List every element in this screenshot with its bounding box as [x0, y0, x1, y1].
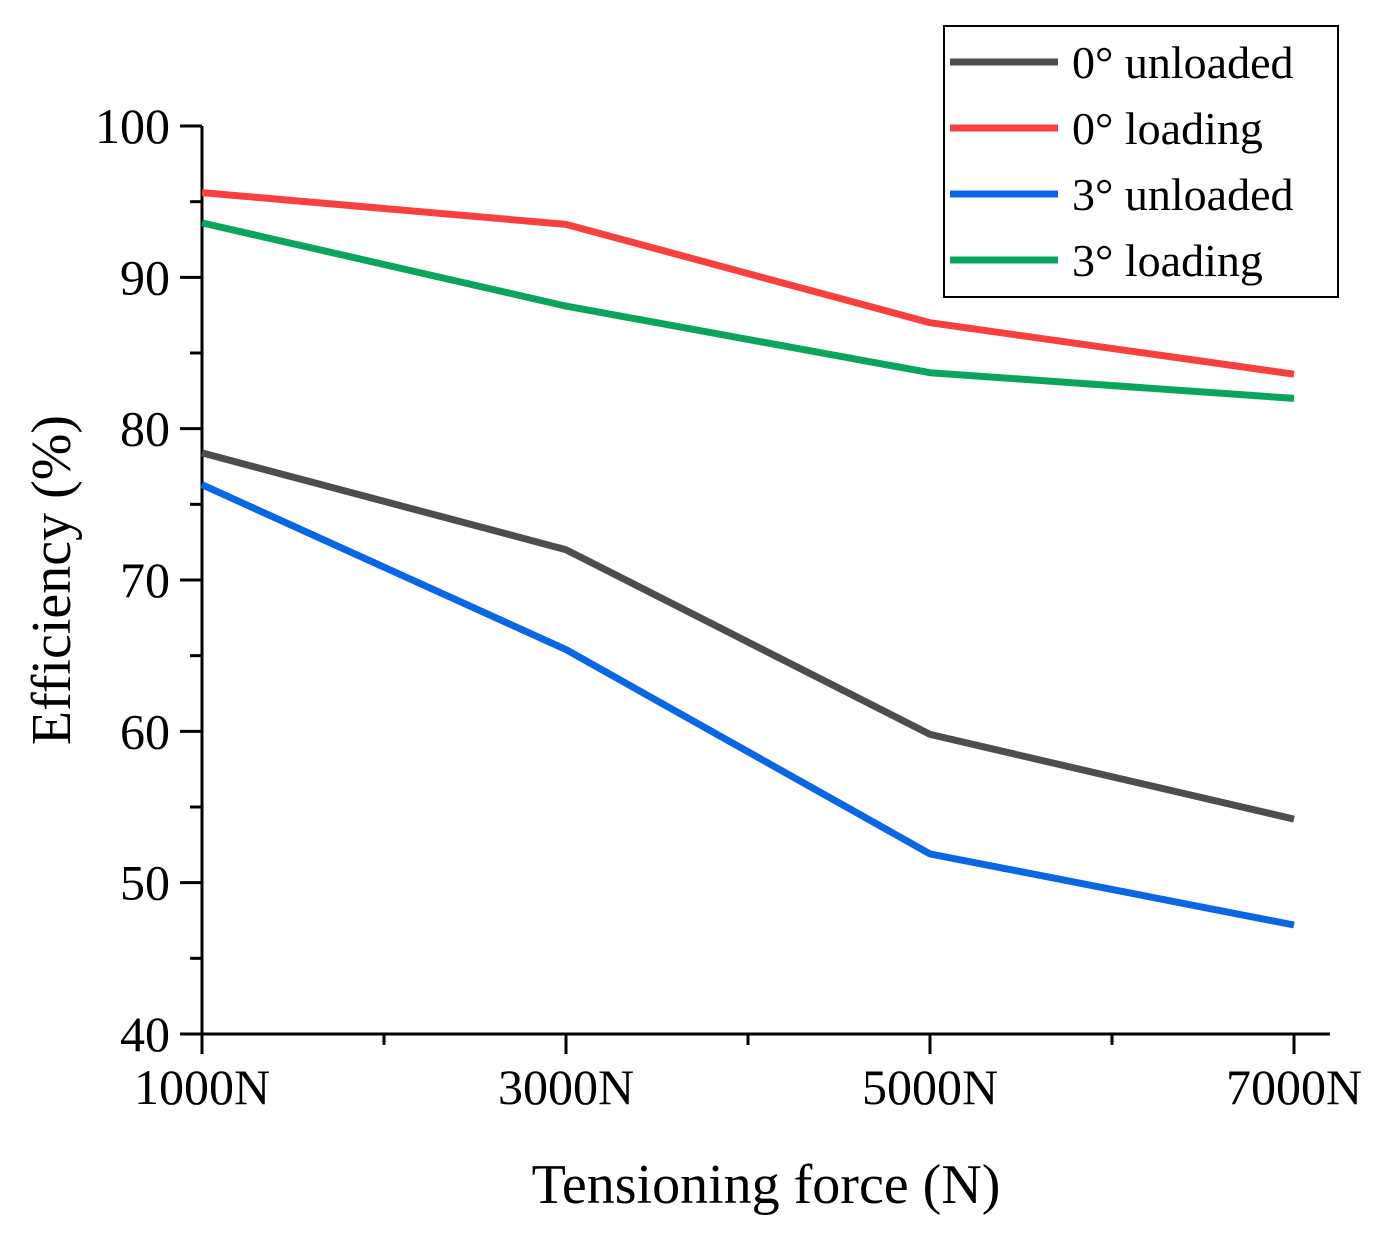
y-axis-title: Efficiency (%)	[21, 415, 83, 745]
legend-box	[943, 25, 1339, 298]
x-tick-label: 1000N	[134, 1059, 270, 1115]
x-tick-label: 5000N	[862, 1059, 998, 1115]
series-lines	[200, 189, 1295, 929]
series-line-2	[200, 481, 1295, 929]
legend-label: 3° loading	[1072, 235, 1263, 286]
y-tick-label: 50	[120, 855, 170, 911]
y-tick-label: 70	[120, 552, 170, 608]
x-tick-label: 7000N	[1226, 1059, 1362, 1115]
legend-label: 3° unloaded	[1072, 169, 1294, 220]
axes: 40 50 60 70 80 90 100 1000N 3000N 5000N 7000N	[95, 98, 1362, 1115]
x-tick-label: 3000N	[498, 1059, 634, 1115]
y-tick-label: 60	[120, 703, 170, 759]
legend-label: 0° unloaded	[1072, 37, 1294, 88]
series-line-1	[201, 189, 1295, 378]
y-tick-label: 80	[120, 401, 170, 457]
y-tick-label: 90	[120, 249, 170, 305]
y-tick-label: 40	[120, 1006, 170, 1062]
legend: 0° unloaded 0° loading 3° unloaded 3° loadi…	[943, 25, 1339, 298]
y-tick-label: 100	[95, 98, 170, 154]
x-axis-title: Tensioning force (N)	[532, 1154, 1001, 1216]
series-line-0	[201, 449, 1295, 823]
legend-label: 0° loading	[1072, 103, 1263, 154]
series-line-3	[201, 219, 1295, 402]
